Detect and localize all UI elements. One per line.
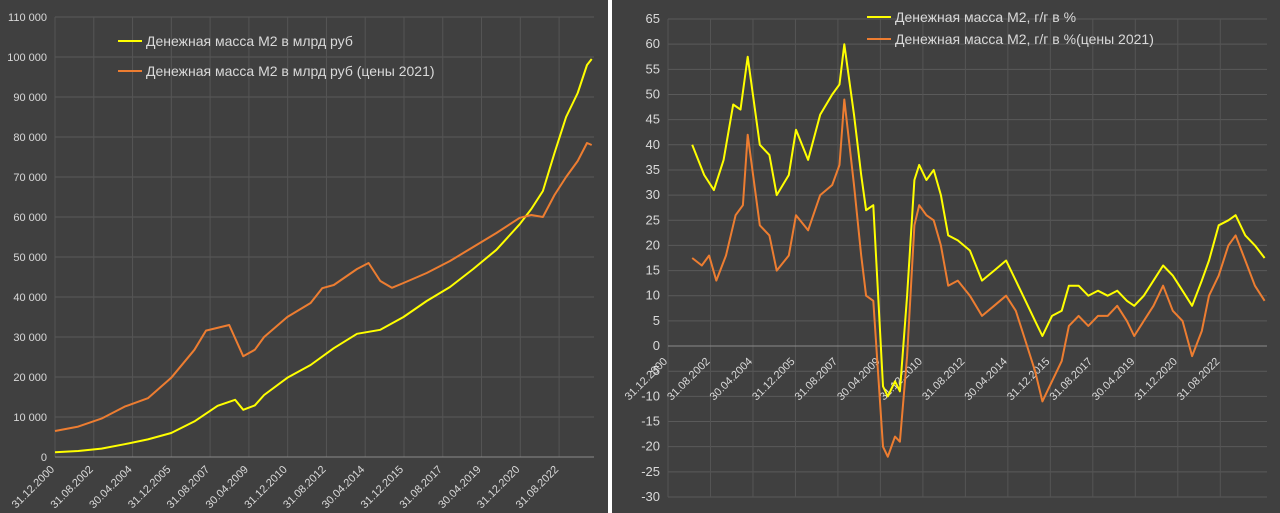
series-line-1 — [54, 58, 593, 454]
y-tick-label: 50 000 — [13, 252, 47, 264]
legend-swatch-series-1 — [118, 40, 142, 42]
y-tick-label: 25 — [646, 212, 660, 227]
legend-left: Денежная масса М2 в млрд руб Денежная ма… — [118, 30, 435, 82]
y-tick-label: 80 000 — [13, 132, 47, 144]
legend-item-series-1: Денежная масса М2, г/г в % — [867, 6, 1154, 28]
y-tick-label: 55 — [646, 61, 660, 76]
y-tick-label: 10 — [646, 288, 660, 303]
chart-right-panel: -30 -25 -20 -15 -10 -5 0 5 10 15 20 25 30 35 40 45 50 55 6… — [612, 0, 1280, 513]
y-tick-label: 40 000 — [13, 292, 47, 304]
chart-right: -30 -25 -20 -15 -10 -5 0 5 10 15 20 25 30 35 40 45 50 55 6… — [623, 11, 1267, 504]
legend-item-series-1: Денежная масса М2 в млрд руб — [118, 30, 435, 52]
y-tick-label: -10 — [641, 388, 660, 403]
legend-item-series-2: Денежная масса М2 в млрд руб (цены 2021) — [118, 60, 435, 82]
y-tick-label: -15 — [641, 414, 660, 429]
series-line-2 — [691, 98, 1266, 458]
y-tick-label: 100 000 — [7, 52, 47, 64]
y-tick-label: 15 — [646, 263, 660, 278]
legend-right: Денежная масса М2, г/г в % Денежная масс… — [867, 6, 1154, 50]
chart-left-panel: 0 10 000 20 000 30 000 40 000 50 000 60 000 70 … — [0, 0, 608, 513]
y-tick-label: 65 — [646, 11, 660, 26]
y-tick-label: 70 000 — [13, 172, 47, 184]
y-tick-label: 0 — [653, 338, 660, 353]
y-tick-label: 60 000 — [13, 212, 47, 224]
y-tick-label: 30 — [646, 187, 660, 202]
series-line-1 — [691, 43, 1266, 398]
y-tick-label: 35 — [646, 162, 660, 177]
series-line-2 — [54, 142, 593, 432]
y-tick-label: -30 — [641, 489, 660, 504]
y-tick-label: 60 — [646, 36, 660, 51]
y-tick-label: 90 000 — [13, 92, 47, 104]
legend-swatch-series-2 — [118, 70, 142, 72]
legend-label-series-2: Денежная масса М2, г/г в %(цены 2021) — [895, 31, 1154, 47]
y-tick-label: 30 000 — [13, 332, 47, 344]
y-tick-label: 20 000 — [13, 372, 47, 384]
y-tick-label: -5 — [648, 363, 660, 378]
y-tick-label: 45 — [646, 112, 660, 127]
y-tick-label: -25 — [641, 464, 660, 479]
y-tick-label: 50 — [646, 86, 660, 101]
legend-label-series-2: Денежная масса М2 в млрд руб (цены 2021) — [146, 63, 435, 79]
legend-swatch-series-1 — [867, 16, 891, 18]
chart-left: 0 10 000 20 000 30 000 40 000 50 000 60 000 70 … — [7, 12, 594, 511]
legend-label-series-1: Денежная масса М2 в млрд руб — [146, 33, 353, 49]
y-tick-label: 40 — [646, 137, 660, 152]
y-tick-label: 0 — [41, 452, 47, 464]
legend-swatch-series-2 — [867, 38, 891, 40]
y-tick-label: 20 — [646, 237, 660, 252]
legend-item-series-2: Денежная масса М2, г/г в %(цены 2021) — [867, 28, 1154, 50]
legend-label-series-1: Денежная масса М2, г/г в % — [895, 9, 1077, 25]
y-tick-label: 10 000 — [13, 412, 47, 424]
y-tick-label: -20 — [641, 439, 660, 454]
y-tick-label: 5 — [653, 313, 660, 328]
y-tick-label: 110 000 — [8, 12, 47, 24]
